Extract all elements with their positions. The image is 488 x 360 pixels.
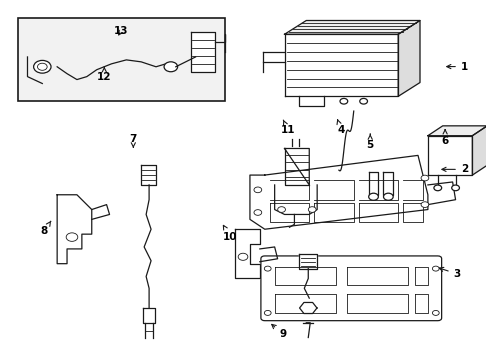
Circle shape — [433, 185, 441, 191]
Text: 12: 12 — [97, 67, 111, 82]
Polygon shape — [284, 21, 419, 34]
Polygon shape — [190, 32, 215, 72]
Circle shape — [339, 98, 347, 104]
Polygon shape — [249, 156, 427, 229]
Text: 3: 3 — [438, 267, 460, 279]
Circle shape — [420, 202, 428, 207]
Circle shape — [451, 185, 459, 191]
Circle shape — [264, 310, 270, 315]
Text: 6: 6 — [441, 130, 448, 146]
Text: 2: 2 — [441, 165, 467, 174]
Circle shape — [308, 207, 315, 212]
Text: 10: 10 — [223, 225, 237, 242]
Text: 5: 5 — [366, 134, 373, 149]
Polygon shape — [427, 136, 471, 175]
Polygon shape — [284, 148, 308, 185]
Circle shape — [164, 62, 177, 72]
FancyBboxPatch shape — [261, 256, 441, 321]
Polygon shape — [299, 302, 316, 314]
Circle shape — [383, 193, 392, 200]
Text: 11: 11 — [280, 120, 295, 135]
Circle shape — [359, 98, 367, 104]
Circle shape — [253, 210, 261, 215]
Circle shape — [431, 310, 438, 315]
Polygon shape — [299, 254, 317, 269]
Circle shape — [238, 253, 247, 260]
Polygon shape — [235, 229, 259, 278]
Bar — [18, 18, 225, 101]
Circle shape — [253, 187, 261, 193]
Circle shape — [431, 266, 438, 271]
Text: 7: 7 — [129, 134, 137, 147]
Circle shape — [368, 193, 378, 200]
Polygon shape — [143, 308, 155, 323]
Text: 4: 4 — [336, 120, 344, 135]
Circle shape — [420, 175, 428, 181]
Circle shape — [34, 60, 51, 73]
Polygon shape — [284, 34, 397, 96]
Polygon shape — [427, 126, 486, 136]
Polygon shape — [57, 195, 92, 264]
Text: 9: 9 — [271, 324, 286, 339]
Text: 13: 13 — [114, 26, 128, 36]
Polygon shape — [141, 165, 156, 185]
Text: 8: 8 — [40, 221, 51, 237]
Polygon shape — [397, 21, 419, 96]
Circle shape — [264, 266, 270, 271]
Circle shape — [66, 233, 78, 241]
Polygon shape — [471, 126, 486, 175]
Text: 1: 1 — [446, 62, 467, 72]
Circle shape — [277, 207, 285, 212]
